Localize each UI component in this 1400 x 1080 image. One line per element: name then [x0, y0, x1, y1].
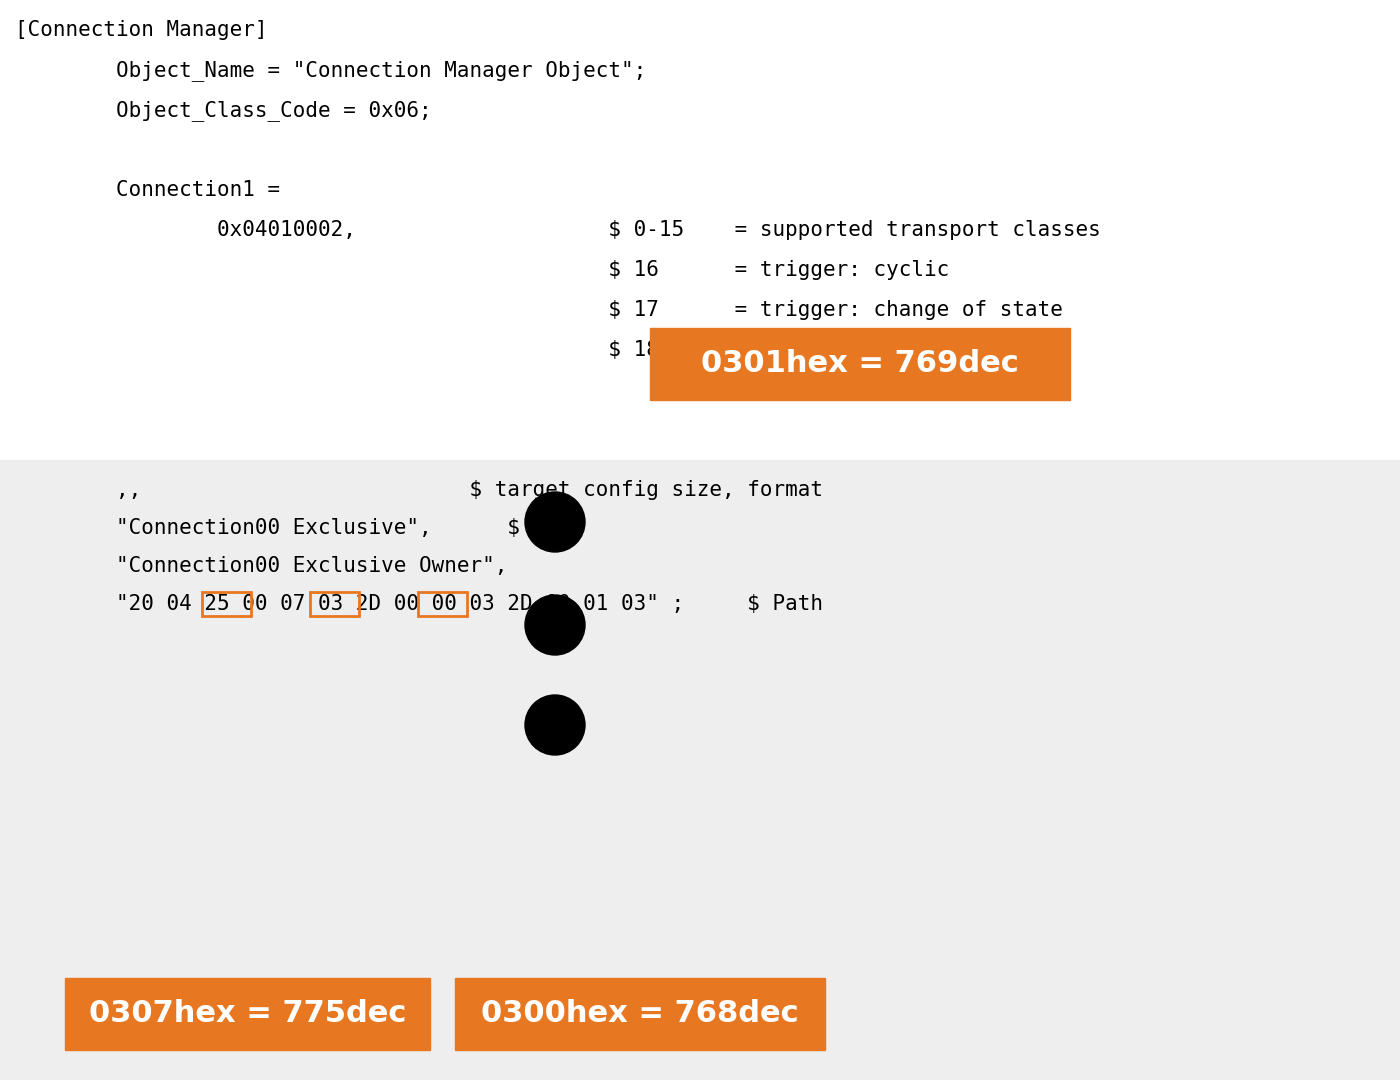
Text: $ 17      = trigger: change of state: $ 17 = trigger: change of state [15, 300, 1063, 320]
Bar [650, 328, 1070, 400]
Text: 0301hex = 769dec: 0301hex = 769dec [701, 350, 1019, 378]
Circle shape [525, 696, 585, 755]
Circle shape [525, 595, 585, 654]
Text: ,,                          $ target config size, format: ,, $ target config size, format [15, 480, 823, 500]
Text: Connection1 =: Connection1 = [15, 180, 280, 200]
Text: [Connection Manager]: [Connection Manager] [15, 21, 267, 40]
Bar [64, 978, 430, 1050]
Text: "20 04 25 00 07 03 2D 00 00 03 2D 00 01 03" ;     $ Path: "20 04 25 00 07 03 2D 00 00 03 2D 00 01 … [15, 594, 823, 615]
Text: "Connection00 Exclusive",      $ Con: "Connection00 Exclusive", $ Con [15, 518, 571, 538]
Bar [202, 592, 251, 616]
Bar [419, 592, 468, 616]
Bar [0, 460, 1400, 1080]
Text: 0300hex = 768dec: 0300hex = 768dec [482, 999, 799, 1028]
Text: $ 16      = trigger: cyclic: $ 16 = trigger: cyclic [15, 260, 949, 280]
Text: 0307hex = 775dec: 0307hex = 775dec [88, 999, 406, 1028]
Text: "Connection00 Exclusive Owner",: "Connection00 Exclusive Owner", [15, 556, 507, 576]
Text: 0x04010002,                    $ 0-15    = supported transport classes: 0x04010002, $ 0-15 = supported transport… [15, 220, 1100, 240]
Bar [309, 592, 358, 616]
Bar [455, 978, 825, 1050]
Text: $ 18      = trigger: application: $ 18 = trigger: application [15, 340, 1012, 360]
Text: Object_Class_Code = 0x06;: Object_Class_Code = 0x06; [15, 100, 431, 121]
Text: Object_Name = "Connection Manager Object";: Object_Name = "Connection Manager Object… [15, 60, 647, 81]
Circle shape [525, 492, 585, 552]
